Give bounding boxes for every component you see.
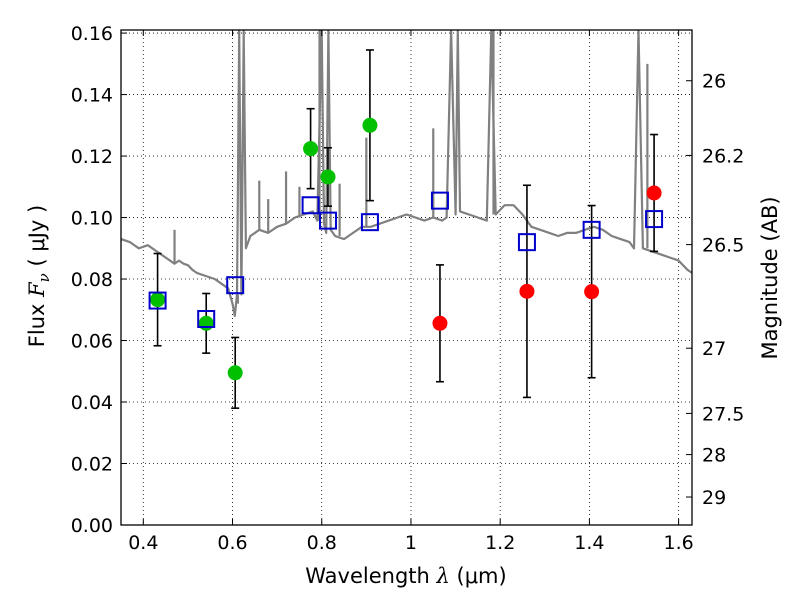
model-photometry-square: [226, 276, 245, 295]
y-tick-label: 0.12: [71, 146, 113, 168]
right-axis-tick-label: 27.5: [702, 403, 744, 425]
data-point: [227, 365, 243, 381]
y-tick-label: 0.14: [71, 85, 113, 107]
data-point: [432, 315, 448, 331]
right-axis-tick-label: 26: [702, 71, 726, 93]
model-photometry-square: [582, 220, 601, 239]
x-tick-label: 1.2: [485, 532, 515, 554]
data-point: [150, 292, 166, 308]
x-tick-label: 0.6: [217, 532, 247, 554]
model-photometry-square: [197, 310, 216, 329]
spectrum-line: [121, 30, 692, 317]
y-tick-label: 0.02: [71, 454, 113, 476]
y-tick-label: 0.04: [71, 392, 113, 414]
x-axis-title-symbol: λ: [436, 564, 450, 588]
model-photometry-square: [360, 213, 379, 232]
x-tick-label: 1: [405, 532, 417, 554]
x-axis-title: Wavelength λ (μm): [305, 564, 506, 588]
right-axis-title: Magnitude (AB): [758, 196, 782, 359]
right-axis-tick-label: 27: [702, 338, 726, 360]
model-photometry-square: [148, 291, 167, 310]
data-point: [198, 315, 214, 331]
x-tick-label: 1.6: [664, 532, 694, 554]
y-tick-label: 0.16: [71, 23, 113, 45]
grid-lines: [121, 30, 692, 526]
spectrum-layer: [121, 30, 692, 317]
data-point: [584, 284, 600, 300]
data-point: [646, 185, 662, 201]
y-tick-label: 0.10: [71, 208, 113, 230]
y-tick-label: 0.06: [71, 331, 113, 353]
right-axis-tick-label: 28: [702, 445, 726, 467]
y-tick-label: 0.08: [71, 269, 113, 291]
tick-layer: 0.4 0.6 0.8 1 1.2 1.4 1.6 0.00 0.02 0.04 0.06 0.08 0…: [71, 23, 745, 554]
y-axis-title-subscript: ν: [35, 273, 53, 282]
data-point: [320, 169, 336, 185]
y-axis-title-text: Flux: [25, 297, 49, 347]
x-axis-title-text: Wavelength: [305, 564, 436, 588]
model-photometry-square: [301, 196, 320, 215]
right-axis-tick-label: 29: [702, 487, 726, 509]
x-axis-title-unit: (μm): [450, 564, 507, 588]
model-photometry-square: [645, 210, 664, 229]
y-tick-label: 0.00: [71, 515, 113, 537]
errorbar-layer: [153, 49, 659, 409]
right-axis-tick-label: 26.2: [702, 145, 744, 167]
y-axis-title: Flux Fν ( μJy ): [25, 205, 53, 347]
marker-layer: [148, 117, 664, 381]
x-tick-label: 0.8: [307, 532, 337, 554]
right-axis-tick-label: 26.5: [702, 235, 744, 257]
y-axis-title-unit: ( μJy ): [25, 205, 49, 273]
model-photometry-square: [517, 233, 536, 252]
y-axis-title-symbol: F: [25, 281, 49, 298]
plot-frame: [120, 29, 693, 526]
data-point: [362, 117, 378, 133]
model-photometry-square: [430, 191, 449, 210]
model-photometry-square: [318, 211, 337, 230]
x-tick-label: 0.4: [128, 532, 158, 554]
data-point: [303, 141, 319, 157]
x-tick-label: 1.4: [574, 532, 604, 554]
data-point: [519, 283, 535, 299]
